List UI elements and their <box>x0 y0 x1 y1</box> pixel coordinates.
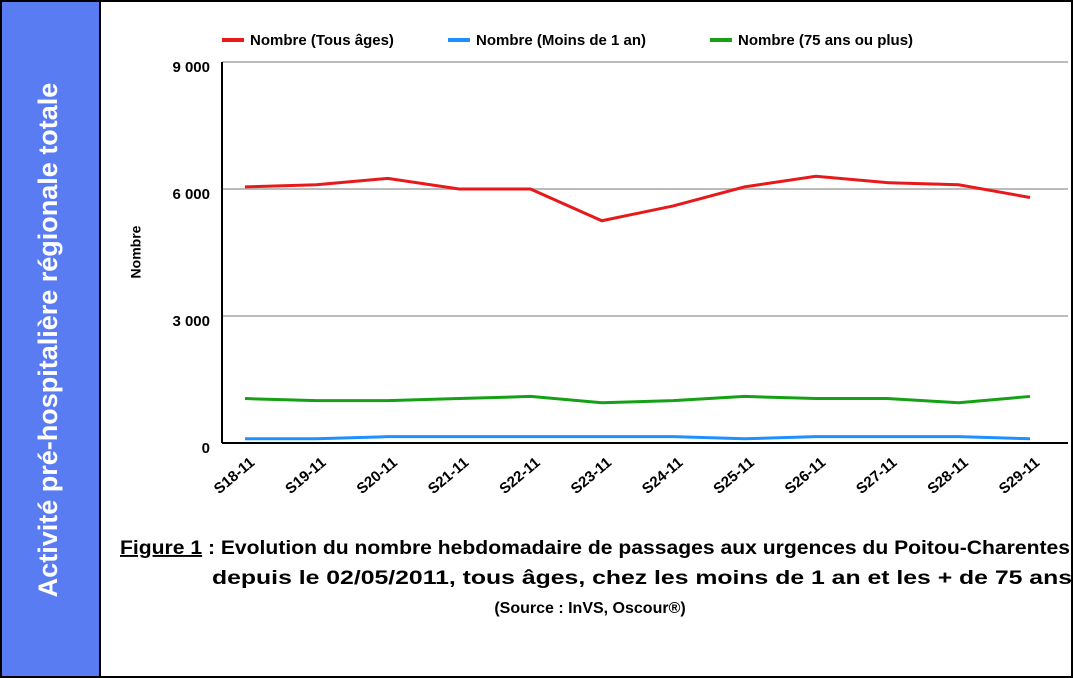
sidebar-title: Activité pré-hospitalière régionale tota… <box>33 83 63 598</box>
sidebar <box>0 0 101 678</box>
legend-label: Nombre (Tous âges) <box>250 32 394 49</box>
caption-line2: depuis le 02/05/2011, tous âges, chez le… <box>212 568 1072 589</box>
series-line <box>244 394 1031 405</box>
caption-text: : Evolution du nombre hebdomadaire de pa… <box>202 538 1070 559</box>
legend-label: Nombre (75 ans ou plus) <box>738 32 913 49</box>
caption-source: (Source : InVS, Oscour®) <box>494 600 685 617</box>
legend-label: Nombre (Moins de 1 an) <box>476 32 646 49</box>
y-tick-label: 3 000 <box>172 313 210 330</box>
y-tick-label: 6 000 <box>172 186 210 203</box>
figure-label: Figure 1 <box>120 538 203 559</box>
series-line <box>244 174 1031 223</box>
caption-line1: Figure 1 : Evolution du nombre hebdomada… <box>120 538 1070 559</box>
series-line <box>245 435 1031 441</box>
y-axis-label: Nombre <box>128 225 144 278</box>
y-tick-label: 0 <box>202 440 210 457</box>
y-tick-label: 9 000 <box>172 59 210 76</box>
